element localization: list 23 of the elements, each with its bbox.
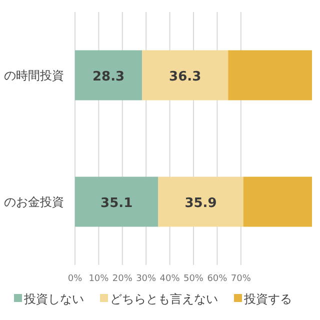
- bar: [75, 176, 158, 227]
- x-tick-label: 30%: [136, 274, 157, 284]
- bar: [228, 50, 312, 100]
- data-label: 28.3: [92, 69, 125, 84]
- y-tick-label: の時間投資: [4, 68, 64, 82]
- x-tick-label: 20%: [112, 274, 133, 284]
- data-label: 35.9: [184, 196, 217, 211]
- data-label: 35.1: [100, 196, 133, 211]
- x-tick-label: 50%: [183, 274, 204, 284]
- legend-label: 投資しない: [23, 292, 84, 306]
- y-tick-label: のお金投資: [4, 194, 64, 209]
- legend-label: 投資する: [243, 292, 292, 306]
- x-tick-label: 40%: [160, 274, 180, 284]
- bar: [158, 176, 244, 227]
- x-tick-label: 0%: [68, 274, 83, 284]
- x-tick-label: 70%: [230, 274, 252, 284]
- x-tick-label: 10%: [88, 274, 110, 284]
- x-tick-label: 60%: [207, 274, 228, 284]
- data-label: 36.3: [169, 69, 202, 84]
- bar: [142, 50, 228, 100]
- bar: [75, 50, 142, 100]
- bar: [243, 176, 312, 227]
- legend-label: どちらとも言えない: [110, 292, 218, 306]
